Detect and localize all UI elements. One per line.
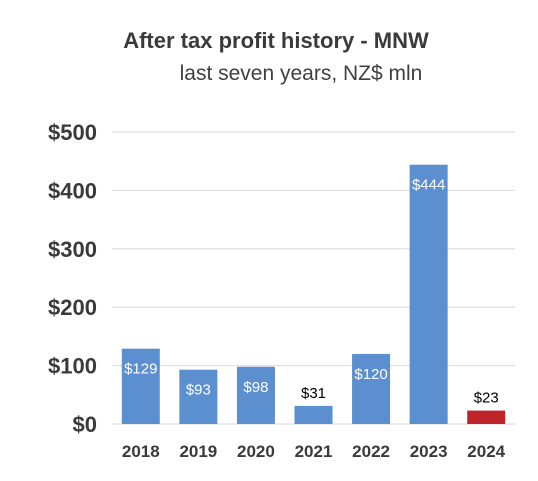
- x-tick-label: 2024: [467, 442, 505, 461]
- x-axis-tick-labels: 2018 2019 2020 2021 2022 2023 2024: [122, 442, 506, 461]
- data-labels: $129 $93 $98 $31 $120 $444 $23: [124, 177, 499, 407]
- bar-2022: [352, 353, 391, 424]
- data-label-2020: $98: [243, 379, 268, 396]
- x-tick-label: 2018: [122, 442, 160, 461]
- data-label-2024: $23: [474, 390, 499, 407]
- x-tick-label: 2023: [410, 442, 448, 461]
- data-label-2019: $93: [186, 382, 211, 399]
- y-tick-label: $100: [48, 354, 97, 379]
- x-tick-label: 2021: [295, 442, 333, 461]
- y-tick-label: $200: [48, 295, 97, 320]
- bar-2020: [236, 366, 275, 424]
- bar-2019: [179, 369, 218, 424]
- y-axis-tick-labels: $0 $100 $200 $300 $400 $500: [48, 120, 97, 437]
- x-tick-label: 2019: [179, 442, 217, 461]
- bar-2021: [294, 405, 333, 424]
- y-tick-label: $300: [48, 237, 97, 262]
- bar-2024: [467, 410, 506, 424]
- x-tick-label: 2020: [237, 442, 275, 461]
- bar-2023: [409, 164, 448, 425]
- chart-title: After tax profit history - MNW: [123, 28, 429, 53]
- data-label-2022: $120: [354, 366, 387, 383]
- bar-2018: [121, 348, 160, 424]
- data-label-2023: $444: [412, 177, 445, 194]
- bars: [121, 164, 506, 425]
- chart-subtitle: last seven years, NZ$ mln: [179, 62, 423, 85]
- x-tick-label: 2022: [352, 442, 390, 461]
- gridlines: [112, 131, 515, 425]
- y-tick-label: $400: [48, 178, 97, 203]
- data-label-2018: $129: [124, 361, 157, 378]
- y-tick-label: $0: [73, 412, 97, 437]
- data-label-2021: $31: [301, 385, 326, 402]
- y-tick-label: $500: [48, 120, 97, 145]
